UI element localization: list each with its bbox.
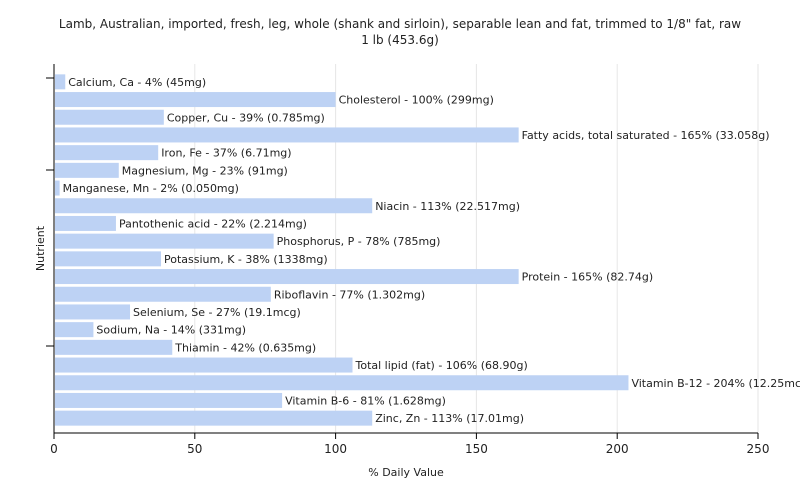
bar	[55, 145, 159, 161]
bar-label: Protein - 165% (82.74g)	[522, 271, 654, 284]
x-tick-label: 100	[324, 442, 347, 456]
bars: Calcium, Ca - 4% (45mg) Cholesterol - 100…	[55, 74, 800, 426]
bar-label: Fatty acids, total saturated - 165% (33.…	[522, 129, 770, 142]
bar	[55, 74, 66, 90]
x-tick-label: 200	[606, 442, 629, 456]
bar-label: Riboflavin - 77% (1.302mg)	[274, 288, 425, 301]
bar	[55, 375, 629, 391]
axes	[53, 64, 758, 434]
x-tick-label: 50	[187, 442, 202, 456]
bar-label: Pantothenic acid - 22% (2.214mg)	[119, 217, 307, 230]
x-tick-label: 150	[465, 442, 488, 456]
bar-label: Niacin - 113% (22.517mg)	[375, 200, 520, 213]
bar	[55, 322, 94, 338]
x-axis-title: % Daily Value	[368, 466, 444, 479]
bar-label: Potassium, K - 38% (1338mg)	[164, 253, 328, 266]
bar	[55, 357, 353, 373]
bar	[55, 269, 519, 285]
bar-label: Vitamin B-6 - 81% (1.628mg)	[285, 394, 446, 407]
bar-label: Copper, Cu - 39% (0.785mg)	[167, 111, 325, 124]
bar-label: Magnesium, Mg - 23% (91mg)	[122, 164, 288, 177]
bar-label: Iron, Fe - 37% (6.71mg)	[161, 147, 291, 160]
bar	[55, 127, 519, 143]
bar	[55, 109, 164, 125]
chart-subtitle: 1 lb (453.6g)	[361, 33, 439, 47]
bar-label: Vitamin B-12 - 204% (12.25mcg)	[631, 377, 800, 390]
chart-title: Lamb, Australian, imported, fresh, leg, …	[58, 17, 742, 31]
y-axis-title: Nutrient	[34, 225, 47, 271]
x-ticks: 0 50 100 150 200 250	[50, 433, 769, 456]
bar-label: Thiamin - 42% (0.635mg)	[174, 341, 316, 354]
bar	[55, 233, 274, 249]
x-tick-label: 0	[50, 442, 58, 456]
bar	[55, 198, 373, 214]
bar-label: Phosphorus, P - 78% (785mg)	[277, 235, 441, 248]
bar	[55, 410, 373, 426]
bar	[55, 92, 336, 108]
x-tick-label: 250	[747, 442, 770, 456]
bar	[55, 215, 116, 231]
bar-label: Selenium, Se - 27% (19.1mcg)	[133, 306, 301, 319]
bar	[55, 339, 173, 355]
bar	[55, 162, 119, 178]
bar-label: Sodium, Na - 14% (331mg)	[96, 324, 246, 337]
bar	[55, 392, 283, 408]
bar	[55, 286, 271, 302]
bar-label: Calcium, Ca - 4% (45mg)	[68, 76, 206, 89]
bar-label: Cholesterol - 100% (299mg)	[339, 94, 494, 107]
y-ticks	[46, 77, 54, 347]
bar	[55, 180, 60, 196]
bar	[55, 251, 162, 267]
bar	[55, 304, 131, 320]
bar-label: Total lipid (fat) - 106% (68.90g)	[355, 359, 528, 372]
chart-title-block: Lamb, Australian, imported, fresh, leg, …	[0, 16, 800, 48]
bar-label: Manganese, Mn - 2% (0.050mg)	[63, 182, 239, 195]
bar-label: Zinc, Zn - 113% (17.01mg)	[375, 412, 524, 425]
